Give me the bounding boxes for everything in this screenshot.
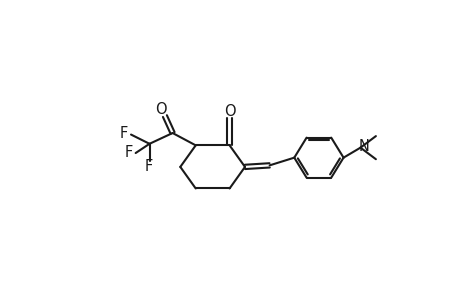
Text: O: O: [224, 104, 235, 119]
Text: F: F: [124, 145, 133, 160]
Text: F: F: [144, 159, 152, 174]
Text: F: F: [120, 126, 128, 141]
Text: N: N: [358, 140, 368, 154]
Text: O: O: [155, 102, 167, 117]
